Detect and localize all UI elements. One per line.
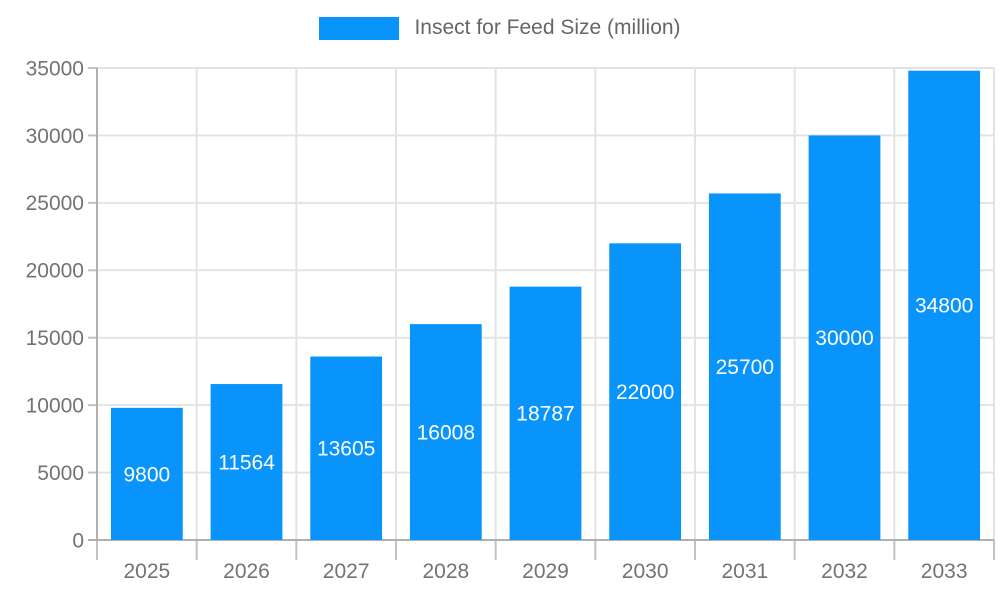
y-tick-label: 30000 [26, 125, 84, 148]
bar-value-label: 30000 [815, 327, 873, 350]
y-tick-label: 15000 [26, 327, 84, 350]
legend-swatch [319, 16, 400, 40]
y-tick-label: 35000 [26, 57, 84, 80]
x-tick-label: 2032 [821, 560, 868, 583]
legend-item[interactable]: Insect for Feed Size (million) [0, 16, 1000, 40]
bar[interactable] [708, 193, 781, 540]
bar[interactable] [110, 407, 183, 540]
x-tick-label: 2029 [522, 560, 569, 583]
bar-value-label: 34800 [915, 295, 973, 318]
x-tick-label: 2033 [921, 560, 968, 583]
bar[interactable] [310, 356, 383, 540]
bar[interactable] [409, 324, 482, 540]
x-tick-label: 2028 [422, 560, 469, 583]
x-tick-label: 2025 [123, 560, 170, 583]
bar-value-label: 16008 [417, 421, 475, 444]
x-tick-label: 2030 [622, 560, 669, 583]
bar-value-label: 25700 [716, 356, 774, 379]
bar[interactable] [808, 135, 881, 540]
bar-value-label: 18787 [516, 403, 574, 426]
bar[interactable] [210, 384, 283, 540]
y-tick-label: 25000 [26, 192, 84, 215]
bar-value-label: 11564 [218, 451, 275, 474]
y-tick-label: 0 [72, 529, 84, 552]
y-tick-label: 10000 [26, 394, 84, 417]
bar-value-label: 9800 [123, 463, 170, 486]
y-tick-label: 5000 [37, 462, 84, 485]
x-tick-label: 2026 [223, 560, 270, 583]
bar[interactable] [509, 286, 582, 540]
bar-value-label: 13605 [317, 438, 375, 461]
x-tick-label: 2031 [721, 560, 768, 583]
y-tick-label: 20000 [26, 260, 84, 283]
bar[interactable] [908, 70, 981, 540]
x-tick-label: 2027 [323, 560, 370, 583]
legend-label: Insect for Feed Size (million) [414, 16, 681, 39]
bar-value-label: 22000 [616, 381, 674, 404]
bar[interactable] [609, 243, 682, 541]
